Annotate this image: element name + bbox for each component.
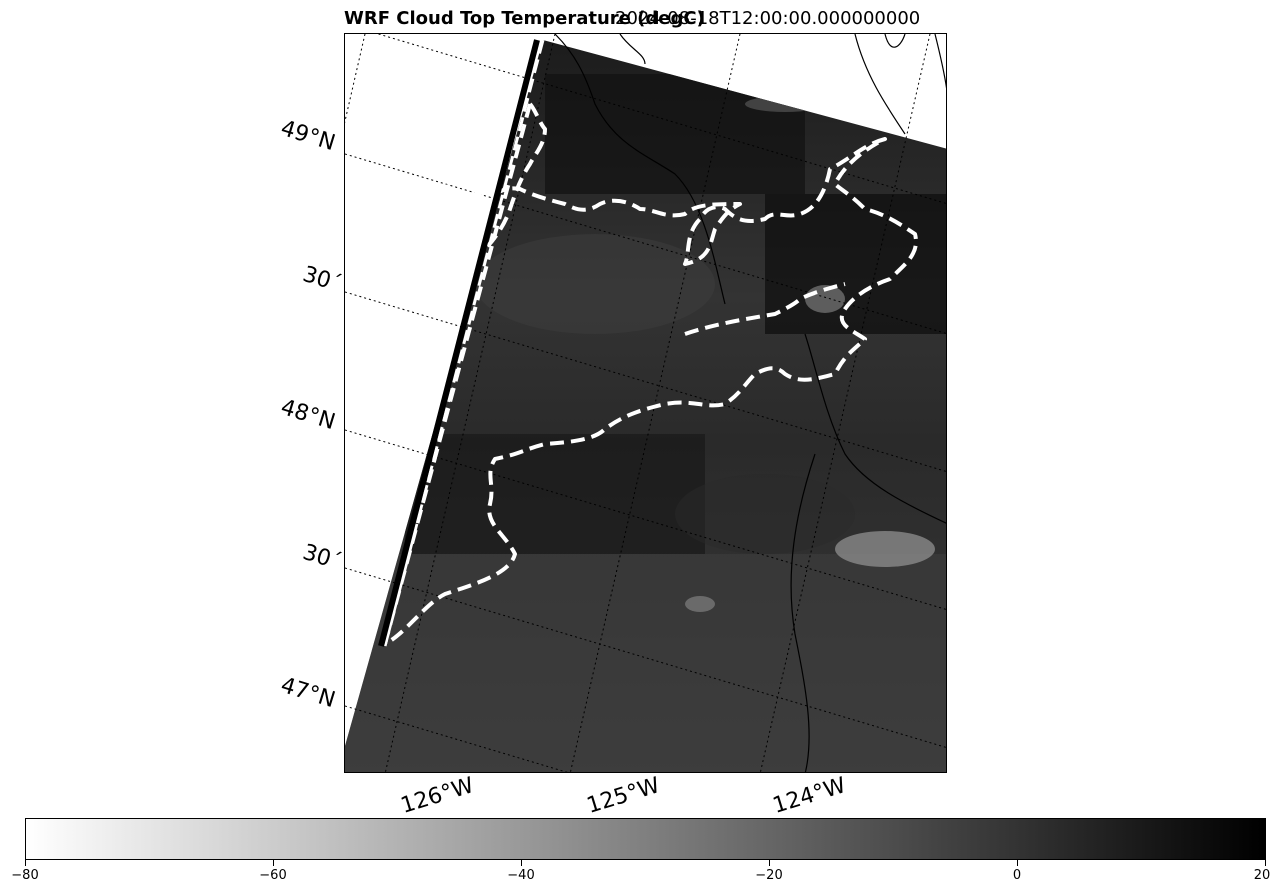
colorbar-tick bbox=[769, 860, 770, 866]
gridlines bbox=[345, 34, 946, 772]
domain-boundary bbox=[383, 39, 545, 647]
colorbar-label-max: 20 bbox=[1253, 868, 1271, 883]
colorbar-label: 0 bbox=[1012, 868, 1022, 883]
map-panel bbox=[344, 33, 947, 773]
colorbar-label-min: −80 bbox=[11, 868, 39, 883]
colorbar-tick bbox=[521, 860, 522, 866]
colorbar-label: −20 bbox=[755, 868, 783, 883]
colorbar-tick bbox=[1265, 860, 1266, 866]
cloud-top-temperature-map bbox=[345, 34, 946, 772]
lon-label-125w: 125°W bbox=[584, 773, 663, 819]
lat-label-48n: 48°N bbox=[277, 395, 339, 436]
colorbar bbox=[25, 818, 1266, 860]
map-title: WRF Cloud Top Temperature (degC) bbox=[344, 8, 705, 29]
lon-label-124w: 124°W bbox=[770, 773, 849, 819]
coastlines bbox=[554, 34, 946, 772]
colorbar-tick bbox=[1017, 860, 1018, 866]
lat-label-4730n: 30´ bbox=[299, 540, 345, 576]
colorbar-tick bbox=[273, 860, 274, 866]
lon-label-126w: 126°W bbox=[398, 773, 477, 819]
domain-boundary-edge bbox=[378, 39, 540, 647]
lat-label-47n: 47°N bbox=[277, 673, 339, 714]
lat-label-49n: 49°N bbox=[277, 116, 339, 157]
colorbar-label: −60 bbox=[259, 868, 287, 883]
lat-label-4830n: 30´ bbox=[299, 262, 345, 298]
map-timestamp: 2024-08-18T12:00:00.000000000 bbox=[615, 8, 921, 29]
colorbar-tick bbox=[25, 860, 26, 866]
colorbar-label: −40 bbox=[507, 868, 535, 883]
